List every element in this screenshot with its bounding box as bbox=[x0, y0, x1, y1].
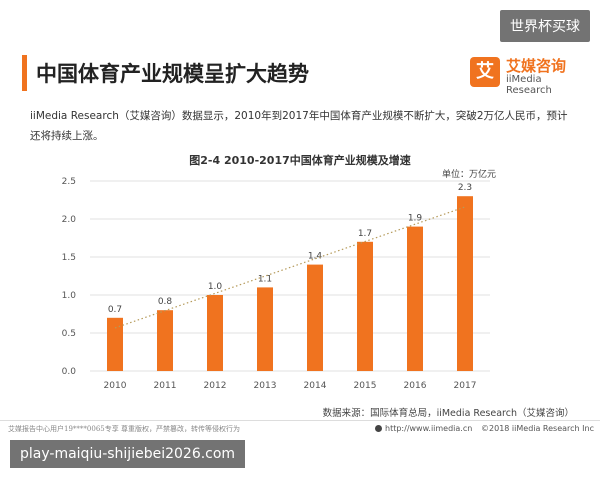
y-tick-label: 2.5 bbox=[62, 177, 76, 187]
x-tick-label: 2015 bbox=[354, 381, 377, 391]
bar bbox=[307, 264, 323, 371]
brand-name-cn: 艾媒咨询 bbox=[506, 57, 567, 75]
x-tick-label: 2010 bbox=[104, 381, 127, 391]
x-tick-label: 2016 bbox=[404, 381, 427, 391]
data-label: 0.7 bbox=[108, 305, 122, 315]
data-source: 数据来源：国际体育总局，iiMedia Research（艾媒咨询） bbox=[322, 408, 574, 419]
bar bbox=[357, 241, 373, 371]
y-tick-label: 0.0 bbox=[62, 367, 77, 377]
data-label: 1.4 bbox=[308, 252, 323, 262]
brand-logo-block: 艾 艾媒咨询 iiMedia Research bbox=[470, 55, 580, 96]
watermark-top: 世界杯买球 bbox=[500, 10, 590, 42]
bar bbox=[407, 226, 423, 371]
globe-icon bbox=[375, 425, 382, 432]
intro-text: iiMedia Research（艾媒咨询）数据显示，2010年到2017年中国… bbox=[30, 110, 568, 142]
trend-line bbox=[114, 206, 466, 329]
unit-label: 单位：万亿元 bbox=[441, 170, 496, 180]
data-label: 1.1 bbox=[258, 274, 272, 284]
bar bbox=[107, 317, 123, 371]
data-label: 1.7 bbox=[358, 229, 372, 239]
footer-url: http://www.iimedia.cn bbox=[375, 424, 472, 433]
bar bbox=[257, 287, 273, 371]
y-tick-label: 1.5 bbox=[62, 253, 76, 263]
chart-title: 图2-4 2010-2017中国体育产业规模及增速 bbox=[189, 154, 411, 167]
bar bbox=[457, 196, 473, 371]
brand-name-en: iiMedia Research bbox=[506, 74, 552, 96]
x-tick-label: 2017 bbox=[454, 381, 477, 391]
x-tick-label: 2011 bbox=[154, 381, 177, 391]
title-accent-bar bbox=[22, 55, 27, 91]
data-label: 2.3 bbox=[458, 183, 472, 193]
y-tick-label: 1.0 bbox=[62, 291, 77, 301]
page-title: 中国体育产业规模呈扩大趋势 bbox=[36, 62, 309, 86]
y-tick-label: 2.0 bbox=[62, 215, 77, 225]
x-tick-label: 2014 bbox=[304, 381, 327, 391]
y-tick-label: 0.5 bbox=[62, 329, 76, 339]
data-label: 0.8 bbox=[158, 297, 173, 307]
footer-copyright: ©2018 iiMedia Research Inc bbox=[481, 424, 594, 433]
brand-logo-icon: 艾 bbox=[470, 57, 500, 87]
bar bbox=[157, 310, 173, 371]
bar bbox=[207, 295, 223, 371]
footer-notice: 艾媒报告中心用户19****0065专享 尊重版权，严禁篡改，转传等侵权行为 bbox=[8, 425, 240, 433]
data-label: 1.9 bbox=[408, 214, 423, 224]
data-label: 1.0 bbox=[208, 282, 223, 292]
footer-url-text: http://www.iimedia.cn bbox=[385, 424, 473, 433]
x-tick-label: 2013 bbox=[254, 381, 277, 391]
watermark-bottom: play-maiqiu-shijiebei2026.com bbox=[10, 440, 246, 468]
footer-divider bbox=[0, 420, 600, 421]
x-tick-label: 2012 bbox=[204, 381, 227, 391]
